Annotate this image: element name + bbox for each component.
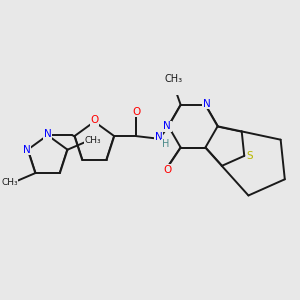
- Text: N: N: [44, 129, 52, 139]
- Text: O: O: [163, 165, 171, 175]
- Text: O: O: [132, 106, 140, 116]
- Text: S: S: [247, 151, 254, 161]
- Text: O: O: [90, 116, 98, 125]
- Text: N: N: [22, 145, 30, 155]
- Text: N: N: [163, 121, 171, 131]
- Text: H: H: [161, 139, 169, 149]
- Text: N: N: [203, 99, 210, 109]
- Text: CH₃: CH₃: [84, 136, 101, 145]
- Text: CH₃: CH₃: [164, 74, 182, 84]
- Text: CH₃: CH₃: [1, 178, 18, 188]
- Text: N: N: [155, 132, 162, 142]
